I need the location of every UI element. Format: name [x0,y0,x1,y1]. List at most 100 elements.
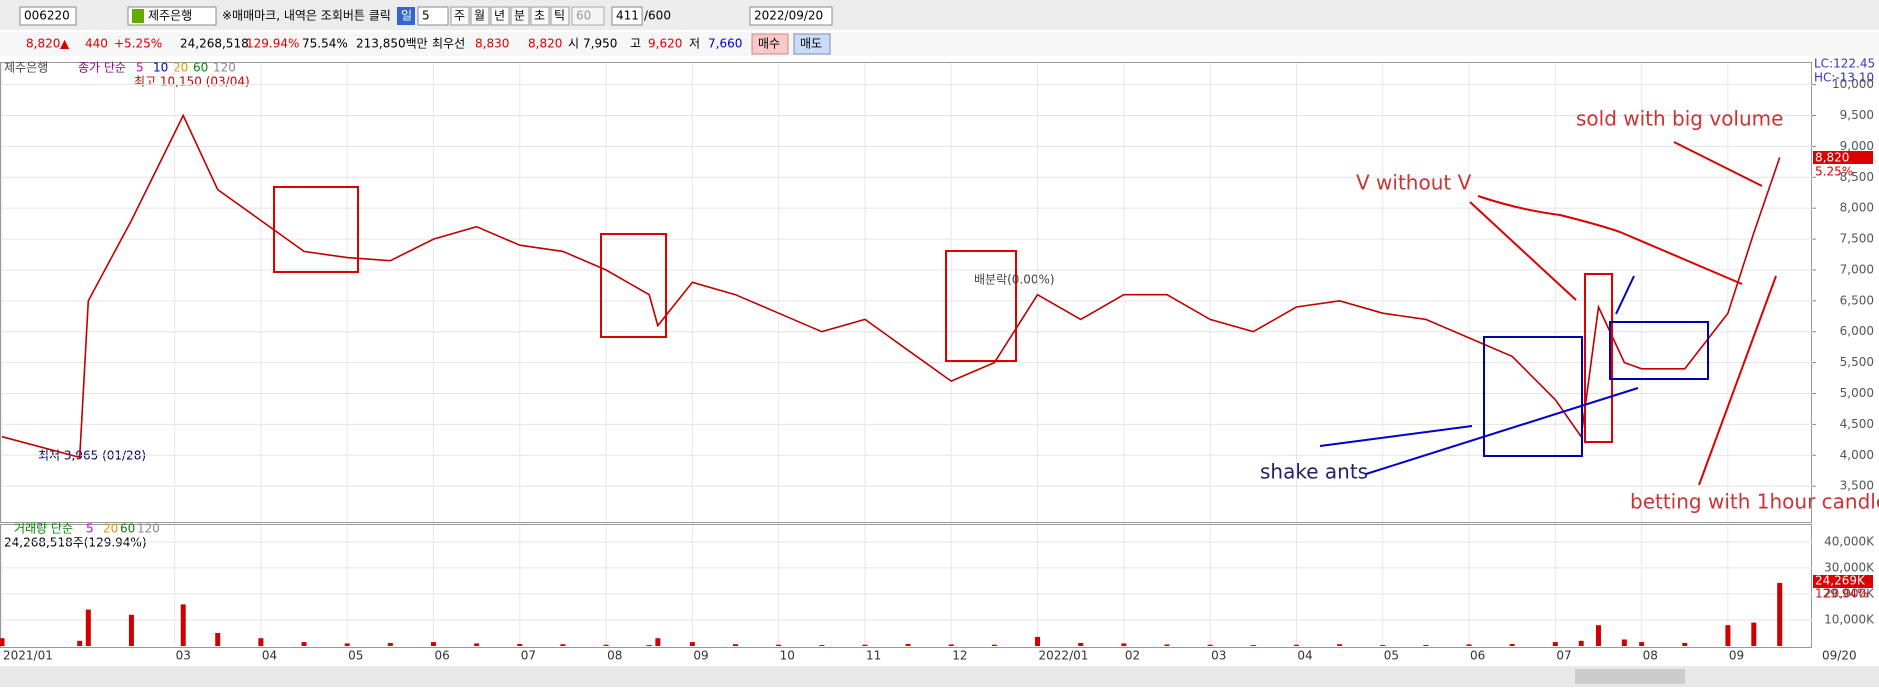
x-tick-label: 05 [348,649,363,663]
arrow: ▲ [60,37,70,51]
volume-bar [77,640,83,646]
y-tick-label: 9,000 [1840,139,1874,153]
ma-legend: 5 [136,61,144,75]
volume-bar [733,644,739,646]
volume-bar [560,644,566,646]
high: 9,620 [648,37,682,51]
red-arrows [1469,141,1777,486]
y-tick-label: 10,000K [1824,612,1875,626]
volume-bar [1509,643,1515,646]
ma-legend: 120 [213,61,236,75]
volume-bar [180,604,186,646]
amount: 213,850백만 [356,37,428,51]
volume-bar [387,642,393,646]
x-tick-label: 09 [1729,649,1744,663]
arrow [1615,275,1635,315]
box [1609,321,1709,380]
x-tick-label: 05 [1384,649,1399,663]
y-tick-label: 5,500 [1840,355,1874,369]
volume-bar [1595,625,1601,646]
box [1483,336,1583,457]
x-tick-label: 04 [262,649,277,663]
period-n: 5 [422,9,430,23]
price-tag-label: 8,820 [1815,151,1849,165]
volume-bar [1121,643,1127,646]
x-tick-label: 2022/01 [1039,649,1089,663]
x-tick-label: 08 [1643,649,1658,663]
high-label: 고 [630,37,641,51]
arrow [1698,275,1777,486]
x-last-label: 09/20 [1822,649,1857,663]
period: 일 [401,9,412,23]
sell: 매도 [800,37,822,51]
volume-bar [948,644,954,646]
lc: LC:122.45 [1814,57,1875,71]
turnover: 75.54% [302,37,348,51]
hc: HC:-13.10 [1814,71,1874,85]
box [273,186,359,273]
volume-bar [1250,644,1256,646]
x-tick-label: 07 [1556,649,1571,663]
volume-bar [474,643,480,646]
volume-bar [128,614,134,646]
code-box[interactable] [19,6,77,26]
volume-bar [1466,644,1472,646]
volume-bar [1293,644,1299,646]
period-button-label: 월 [474,9,485,23]
period-button-label: 초 [534,9,545,23]
ma-legend: 60 [193,61,208,75]
y-tick-label: 6,000 [1840,324,1874,338]
blue-arrows [1319,275,1639,475]
notice: ※매매마크, 내역은 조회버튼 클릭 [222,9,391,23]
period-btn[interactable] [397,7,415,25]
x-tick-label: 02 [1125,649,1140,663]
volume-note: 24,268,518주(129.94%) [4,536,147,550]
y-tick-label: 9,500 [1840,108,1874,122]
count-box[interactable] [611,6,643,26]
interval-box[interactable] [571,6,605,26]
annotation: shake ants [1260,460,1368,484]
volume-bar [1621,639,1627,646]
x-tick-label: 08 [607,649,622,663]
period-n-box[interactable] [417,6,449,26]
arrow [1477,195,1743,285]
period-button[interactable] [470,6,490,26]
y-tick-label: 40,000K [1824,534,1875,548]
volume-tag-pct: 129.94% [1815,587,1868,601]
period-button[interactable] [550,6,570,26]
sell-btn[interactable] [793,33,831,55]
name-box[interactable] [127,6,217,26]
scroll-thumb[interactable] [1575,669,1685,684]
period-button-label: 분 [514,9,525,23]
scrollbar[interactable] [0,666,1879,687]
y-tick-label: 7,500 [1840,232,1874,246]
arrow [1319,425,1473,447]
volume-bar [215,632,221,646]
price-pane [0,62,1812,523]
volume-bar [1423,644,1429,646]
buy-btn[interactable] [751,33,789,55]
annotation: V without V [1356,171,1472,195]
period-button[interactable] [450,6,470,26]
buy: 매수 [758,37,780,51]
ask: 8,830 [475,37,509,51]
period-button[interactable] [510,6,530,26]
annotation: betting with 1hour candle [1630,490,1879,514]
y-tick-label: 10,000 [1832,77,1874,91]
period-button[interactable] [530,6,550,26]
y-tick-label: 8,500 [1840,170,1874,184]
volume-bar [258,638,264,646]
change: 440 [85,37,108,51]
y-tick-label: 7,000 [1840,262,1874,276]
volume-ma-legend: 120 [137,522,160,536]
volume-bar [0,638,5,646]
y-tick-label: 5,000 [1840,386,1874,400]
volume-ma-legend: 60 [120,522,135,536]
x-tick-label: 09 [693,649,708,663]
period-button[interactable] [490,6,510,26]
volume-bar [603,644,609,646]
date: 2022/09/20 [754,9,823,23]
y-tick-label: 20,000K [1824,586,1875,600]
date-box[interactable] [749,6,833,26]
